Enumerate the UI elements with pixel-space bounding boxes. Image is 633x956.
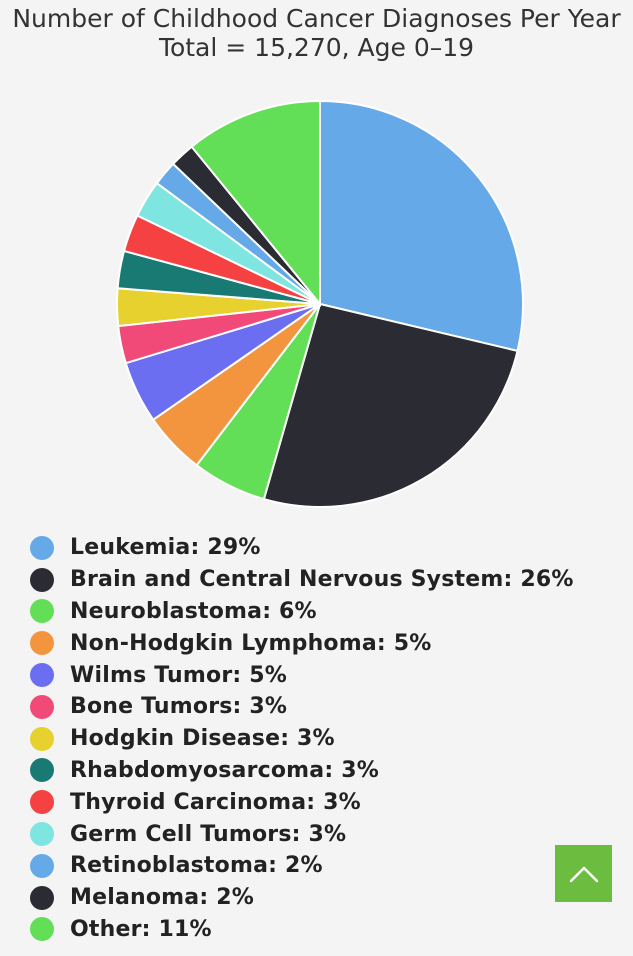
legend-item: Leukemia: 29% bbox=[30, 532, 574, 564]
legend-swatch bbox=[30, 917, 54, 942]
legend-swatch bbox=[30, 567, 54, 592]
chart-subtitle: Total = 15,270, Age 0–19 bbox=[158, 33, 475, 62]
legend-item: Hodgkin Disease: 3% bbox=[30, 723, 574, 755]
legend-label: Brain and Central Nervous System: 26% bbox=[70, 567, 574, 593]
chevron-up-icon bbox=[569, 866, 598, 882]
legend-item: Rhabdomyosarcoma: 3% bbox=[30, 755, 574, 787]
legend-item: Neuroblastoma: 6% bbox=[30, 596, 574, 628]
legend-item: Other: 11% bbox=[30, 914, 574, 946]
legend-item: Non-Hodgkin Lymphoma: 5% bbox=[30, 627, 574, 659]
legend-label: Melanoma: 2% bbox=[70, 885, 254, 911]
legend-label: Germ Cell Tumors: 3% bbox=[70, 821, 347, 847]
legend-label: Non-Hodgkin Lymphoma: 5% bbox=[70, 630, 432, 656]
legend-item: Thyroid Carcinoma: 3% bbox=[30, 786, 574, 818]
legend-label: Bone Tumors: 3% bbox=[70, 694, 288, 720]
legend-label: Thyroid Carcinoma: 3% bbox=[70, 789, 361, 815]
legend-label: Hodgkin Disease: 3% bbox=[70, 726, 335, 752]
pie-slice-0 bbox=[319, 99, 524, 353]
legend-swatch bbox=[30, 694, 54, 719]
chart-title: Number of Childhood Cancer Diagnoses Per… bbox=[12, 4, 621, 33]
legend-item: Germ Cell Tumors: 3% bbox=[30, 818, 574, 850]
legend-swatch bbox=[30, 663, 54, 688]
legend-item: Brain and Central Nervous System: 26% bbox=[30, 564, 574, 596]
legend-swatch bbox=[30, 631, 54, 656]
legend-swatch bbox=[30, 599, 54, 624]
chart-legend: Leukemia: 29% Brain and Central Nervous S… bbox=[30, 532, 574, 945]
pie-chart bbox=[116, 99, 524, 508]
pie-slice-12 bbox=[190, 99, 321, 307]
legend-item: Retinoblastoma: 2% bbox=[30, 850, 574, 882]
legend-item: Bone Tumors: 3% bbox=[30, 691, 574, 723]
legend-swatch bbox=[30, 726, 54, 751]
legend-swatch bbox=[30, 535, 54, 560]
legend-label: Wilms Tumor: 5% bbox=[70, 662, 287, 688]
legend-label: Other: 11% bbox=[70, 916, 212, 942]
legend-swatch bbox=[30, 885, 54, 910]
legend-swatch bbox=[30, 853, 54, 878]
scroll-to-top-button[interactable] bbox=[555, 845, 612, 902]
legend-label: Leukemia: 29% bbox=[70, 535, 261, 561]
legend-swatch bbox=[30, 822, 54, 847]
legend-label: Retinoblastoma: 2% bbox=[70, 853, 323, 879]
legend-label: Rhabdomyosarcoma: 3% bbox=[70, 757, 379, 783]
legend-swatch bbox=[30, 790, 54, 815]
legend-swatch bbox=[30, 758, 54, 783]
pie-slice-1 bbox=[262, 302, 519, 508]
legend-item: Wilms Tumor: 5% bbox=[30, 659, 574, 691]
legend-label: Neuroblastoma: 6% bbox=[70, 598, 317, 624]
legend-item: Melanoma: 2% bbox=[30, 882, 574, 914]
